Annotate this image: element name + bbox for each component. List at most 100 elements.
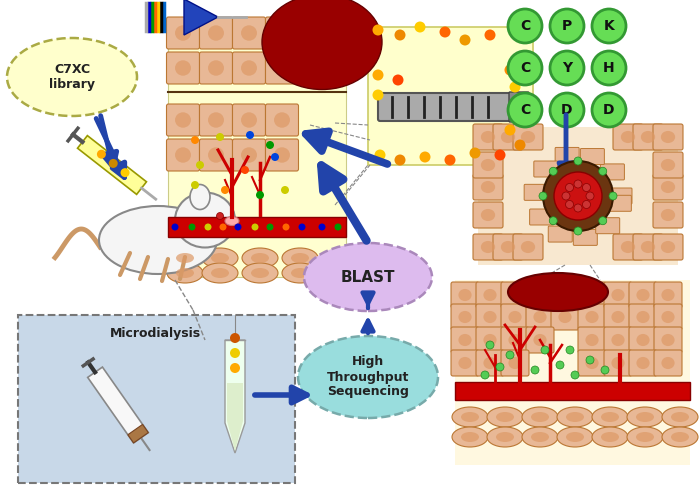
Ellipse shape (487, 427, 523, 447)
Ellipse shape (241, 112, 257, 128)
Ellipse shape (291, 253, 309, 263)
FancyBboxPatch shape (199, 104, 232, 136)
Circle shape (283, 224, 290, 231)
FancyBboxPatch shape (654, 282, 682, 308)
Ellipse shape (167, 248, 203, 268)
Ellipse shape (585, 289, 598, 301)
Circle shape (444, 154, 456, 165)
Ellipse shape (636, 334, 650, 346)
Ellipse shape (661, 159, 675, 171)
Ellipse shape (559, 289, 572, 301)
Ellipse shape (298, 336, 438, 418)
Circle shape (484, 30, 496, 41)
FancyBboxPatch shape (473, 152, 503, 178)
Ellipse shape (202, 248, 238, 268)
FancyBboxPatch shape (613, 124, 643, 150)
FancyBboxPatch shape (654, 327, 682, 353)
FancyBboxPatch shape (608, 196, 631, 211)
FancyBboxPatch shape (378, 93, 512, 121)
FancyBboxPatch shape (654, 304, 682, 330)
Circle shape (510, 104, 521, 115)
Circle shape (550, 217, 557, 225)
Ellipse shape (662, 334, 675, 346)
Text: C: C (520, 103, 530, 117)
Ellipse shape (202, 263, 238, 283)
Circle shape (554, 172, 602, 220)
Circle shape (586, 192, 594, 200)
FancyBboxPatch shape (526, 282, 554, 308)
Circle shape (298, 224, 305, 231)
Ellipse shape (242, 248, 278, 268)
FancyBboxPatch shape (455, 382, 690, 400)
FancyBboxPatch shape (653, 174, 683, 200)
Ellipse shape (566, 432, 584, 442)
FancyBboxPatch shape (578, 304, 606, 330)
Ellipse shape (636, 412, 654, 422)
Circle shape (550, 9, 584, 43)
Circle shape (414, 21, 426, 33)
Ellipse shape (481, 159, 495, 171)
Ellipse shape (262, 0, 382, 90)
Circle shape (550, 167, 557, 175)
FancyBboxPatch shape (265, 17, 298, 49)
Polygon shape (78, 136, 146, 195)
Circle shape (601, 366, 609, 374)
Ellipse shape (211, 268, 229, 278)
FancyBboxPatch shape (604, 304, 632, 330)
Text: K: K (603, 19, 615, 33)
Circle shape (586, 356, 594, 364)
Circle shape (220, 224, 227, 231)
Ellipse shape (585, 311, 598, 323)
Ellipse shape (661, 209, 675, 221)
Circle shape (598, 167, 607, 175)
FancyBboxPatch shape (167, 104, 200, 136)
Ellipse shape (661, 131, 675, 143)
FancyBboxPatch shape (509, 92, 529, 122)
Ellipse shape (211, 253, 229, 263)
Ellipse shape (500, 241, 515, 253)
FancyBboxPatch shape (168, 19, 346, 277)
Ellipse shape (508, 334, 522, 346)
FancyBboxPatch shape (654, 350, 682, 376)
FancyBboxPatch shape (629, 350, 657, 376)
Ellipse shape (461, 432, 479, 442)
Ellipse shape (522, 407, 558, 427)
Ellipse shape (190, 185, 210, 209)
Ellipse shape (176, 268, 194, 278)
Ellipse shape (175, 148, 191, 163)
FancyBboxPatch shape (451, 350, 479, 376)
FancyBboxPatch shape (476, 350, 504, 376)
Circle shape (508, 9, 542, 43)
Circle shape (598, 217, 607, 225)
Circle shape (97, 149, 106, 159)
FancyBboxPatch shape (580, 148, 604, 164)
Circle shape (481, 371, 489, 379)
Ellipse shape (508, 357, 522, 369)
Ellipse shape (176, 253, 194, 263)
Circle shape (266, 141, 274, 149)
Ellipse shape (282, 263, 318, 283)
Ellipse shape (7, 38, 137, 116)
FancyBboxPatch shape (368, 27, 533, 165)
FancyBboxPatch shape (493, 234, 523, 260)
Circle shape (470, 148, 480, 158)
FancyBboxPatch shape (629, 282, 657, 308)
Circle shape (281, 186, 289, 194)
Ellipse shape (521, 241, 535, 253)
FancyBboxPatch shape (629, 304, 657, 330)
Ellipse shape (627, 407, 663, 427)
FancyBboxPatch shape (501, 282, 529, 308)
Ellipse shape (662, 357, 675, 369)
Circle shape (582, 184, 591, 192)
Ellipse shape (557, 407, 593, 427)
Text: D: D (603, 103, 615, 117)
Circle shape (541, 346, 549, 354)
Text: D: D (561, 103, 573, 117)
Ellipse shape (533, 289, 547, 301)
Circle shape (550, 51, 584, 85)
FancyBboxPatch shape (476, 304, 504, 330)
Ellipse shape (636, 432, 654, 442)
FancyBboxPatch shape (451, 327, 479, 353)
Ellipse shape (208, 25, 224, 41)
Ellipse shape (458, 289, 472, 301)
